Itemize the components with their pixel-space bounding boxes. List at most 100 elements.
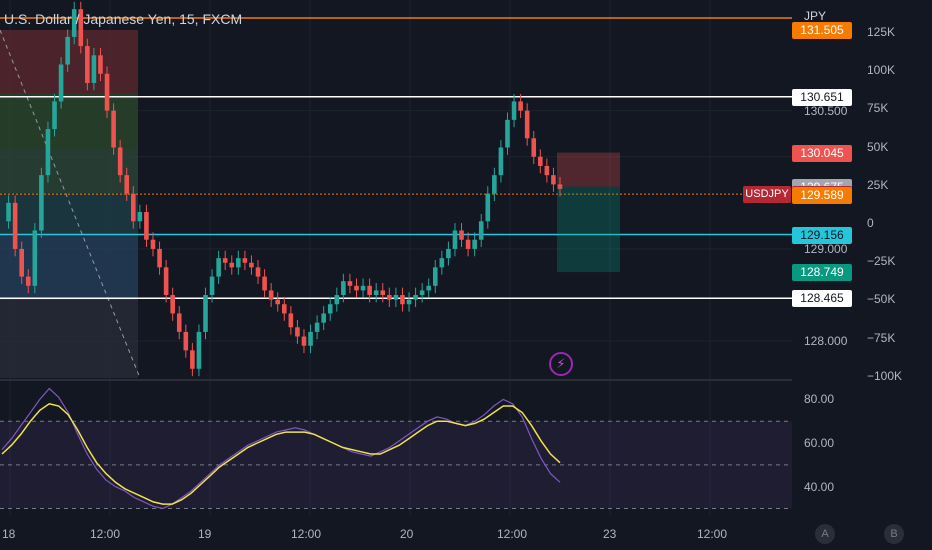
candle-body xyxy=(505,119,510,148)
oscillator-tick-label: 80.00 xyxy=(804,392,835,407)
lightning-icon[interactable]: ⚡ xyxy=(549,352,573,376)
badge-b[interactable]: B xyxy=(884,524,904,544)
candle-body xyxy=(341,281,346,296)
candle-body xyxy=(518,101,523,111)
candle-body xyxy=(478,221,484,240)
candle-body xyxy=(222,258,228,263)
candle-body xyxy=(472,239,477,249)
candle-body xyxy=(360,285,366,291)
candle-body xyxy=(439,258,445,268)
time-tick-label: 19 xyxy=(198,527,212,541)
candle-body xyxy=(321,313,326,323)
candle-body xyxy=(492,175,497,194)
candle-body xyxy=(314,322,320,332)
candle-body xyxy=(45,129,51,176)
volume-tick-label: 25K xyxy=(867,177,889,192)
badge-a[interactable]: A xyxy=(815,524,835,544)
candle-body xyxy=(367,285,372,296)
candle-body xyxy=(236,258,241,268)
candle-body xyxy=(387,295,392,300)
candle-body xyxy=(12,202,18,249)
candle-body xyxy=(275,299,281,305)
candle-body xyxy=(334,295,340,305)
candle-body xyxy=(531,138,537,157)
candle-body xyxy=(281,304,287,314)
volume-tick-label: 50K xyxy=(867,139,889,154)
trend-line xyxy=(0,29,141,379)
candle-body xyxy=(85,46,90,83)
candle-body xyxy=(419,290,425,296)
candle-body xyxy=(111,110,116,148)
volume-tick-label: 0 xyxy=(867,216,874,230)
candle-body xyxy=(288,313,294,328)
symbol-tag: USDJPY xyxy=(743,186,791,203)
candle-body xyxy=(524,110,530,139)
candle-body xyxy=(196,331,202,369)
candle-body xyxy=(32,230,38,286)
price-label: 128.749 xyxy=(792,264,852,282)
fib-zone xyxy=(0,300,138,378)
candle-body xyxy=(551,175,556,185)
candle-body xyxy=(216,258,221,277)
candle-body xyxy=(124,175,130,194)
position-target-zone xyxy=(557,186,620,273)
candle-body xyxy=(347,281,353,286)
price-label: 130.651 xyxy=(792,88,852,106)
candle-body xyxy=(295,327,300,337)
candle-body xyxy=(52,101,57,130)
candle-body xyxy=(190,350,195,369)
price-label: 129.156 xyxy=(792,226,852,244)
volume-tick-label: 100K xyxy=(867,63,896,78)
candle-body xyxy=(255,267,261,277)
price-tick-label: 129.000 xyxy=(804,241,848,256)
candle-body xyxy=(249,262,254,268)
candle-body xyxy=(413,295,418,300)
candle-body xyxy=(71,9,77,37)
fib-zone xyxy=(0,93,138,149)
candle-body xyxy=(58,64,64,102)
candle-body xyxy=(229,262,235,268)
candle-body xyxy=(203,295,208,332)
currency-label: JPY xyxy=(804,9,827,23)
candle-body xyxy=(25,276,31,286)
fib-zone xyxy=(0,149,138,193)
candle-body xyxy=(242,258,248,263)
time-tick-label: 12:00 xyxy=(90,527,121,541)
fib-zone xyxy=(0,193,138,235)
price-label: 129.589 xyxy=(792,186,852,204)
candle-body xyxy=(432,267,438,286)
time-tick-label: 12:00 xyxy=(497,527,528,541)
candle-body xyxy=(426,285,432,291)
candle-body xyxy=(327,304,333,314)
candle-body xyxy=(544,165,550,176)
time-tick-label: 12:00 xyxy=(697,527,728,541)
candle-body xyxy=(557,184,563,189)
candle-body xyxy=(380,290,386,296)
candle-body xyxy=(98,55,103,74)
volume-tick-label: −100K xyxy=(867,368,903,383)
candle-body xyxy=(104,73,110,111)
candle-body xyxy=(176,313,182,332)
time-tick-label: 12:00 xyxy=(291,527,322,541)
candle-body xyxy=(354,285,359,291)
candle-body xyxy=(511,101,517,120)
candle-body xyxy=(65,36,70,65)
volume-tick-label: −25K xyxy=(867,254,896,269)
candle-body xyxy=(6,202,11,222)
candle-body xyxy=(170,295,175,314)
candle-body xyxy=(308,331,313,346)
volume-tick-label: 75K xyxy=(867,101,889,116)
candle-body xyxy=(485,193,491,222)
candle-body xyxy=(163,267,169,296)
price-tick-label: 128.000 xyxy=(804,334,848,349)
candle-body xyxy=(446,248,451,259)
candle-body xyxy=(373,290,379,296)
candle-body xyxy=(301,336,307,346)
candle-body xyxy=(406,299,412,305)
volume-tick-label: −50K xyxy=(867,292,896,307)
candle-body xyxy=(137,212,143,222)
candle-body xyxy=(459,230,464,240)
candle-body xyxy=(183,331,189,351)
